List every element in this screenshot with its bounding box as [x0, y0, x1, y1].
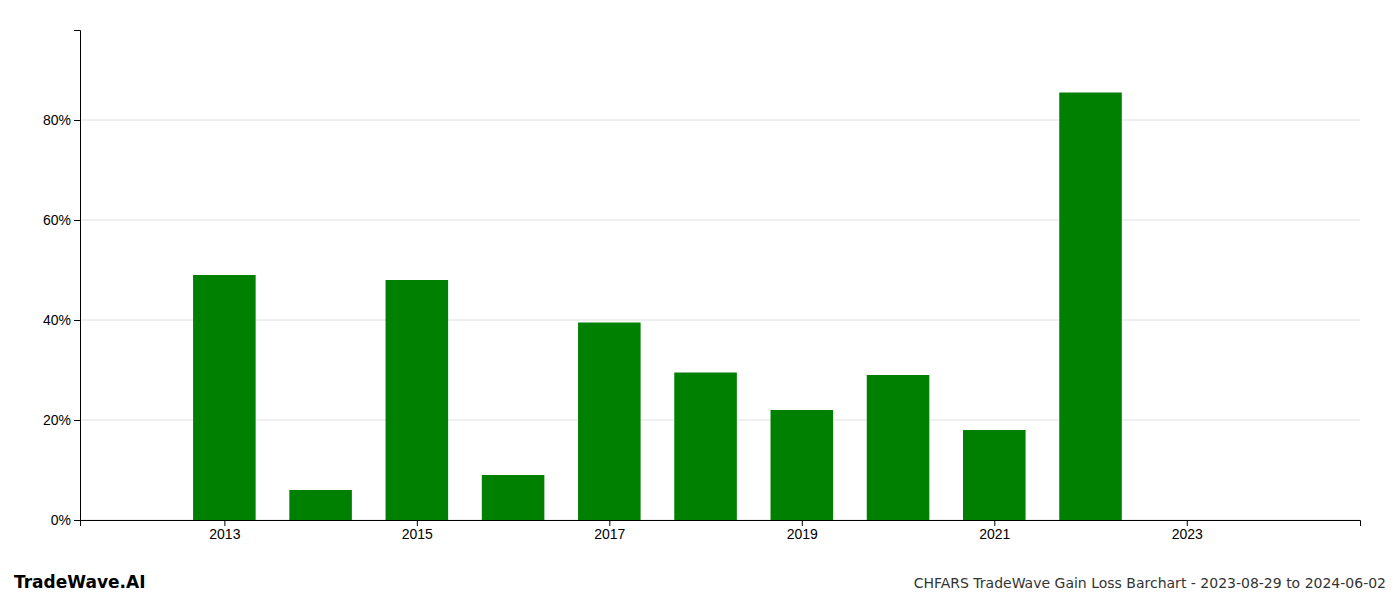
bar	[771, 410, 834, 520]
plot-area: 2013 2015 2017 2019 2021 2023 0% 20% 40% 60% 80%	[43, 31, 1361, 542]
bar	[1059, 93, 1122, 521]
bar	[289, 490, 352, 520]
y-tick: 80%	[43, 112, 80, 128]
x-tick-label: 2015	[402, 526, 433, 542]
y-tick-label: 60%	[43, 212, 71, 228]
bar	[867, 375, 930, 520]
y-axis: 0% 20% 40% 60% 80%	[43, 31, 81, 528]
y-tick-label: 20%	[43, 412, 71, 428]
x-tick-label: 2021	[979, 526, 1010, 542]
y-axis-line	[74, 31, 81, 521]
grid	[80, 120, 1360, 520]
x-axis-line	[81, 521, 1361, 527]
x-axis: 2013 2015 2017 2019 2021 2023	[81, 520, 1361, 542]
x-tick: 2015	[402, 520, 433, 542]
y-tick: 0%	[51, 512, 80, 528]
grid-line	[80, 220, 1360, 221]
y-tick: 40%	[43, 312, 80, 328]
bar	[578, 323, 641, 521]
bar	[674, 373, 737, 521]
x-tick: 2023	[1172, 520, 1203, 542]
bar	[963, 430, 1026, 520]
x-tick-label: 2019	[787, 526, 818, 542]
y-tick-label: 80%	[43, 112, 71, 128]
y-tick-label: 0%	[51, 512, 71, 528]
chart-svg: 2013 2015 2017 2019 2021 2023 0% 20% 40% 60% 80% Tr…	[0, 0, 1400, 600]
watermark: TradeWave.AI	[14, 572, 145, 592]
y-tick-label: 40%	[43, 312, 71, 328]
bar	[386, 280, 449, 520]
y-tick-mark	[74, 520, 80, 521]
x-tick: 2021	[979, 520, 1010, 542]
y-tick-mark	[74, 120, 80, 121]
x-tick-label: 2023	[1172, 526, 1203, 542]
title: CHFARS TradeWave Gain Loss Barchart - 20…	[914, 575, 1386, 591]
bar	[482, 475, 545, 520]
x-tick-label: 2017	[594, 526, 625, 542]
x-tick-label: 2013	[209, 526, 240, 542]
y-tick-mark	[74, 420, 80, 421]
y-tick-mark	[74, 320, 80, 321]
bars	[193, 93, 1122, 521]
bar	[193, 275, 256, 520]
grid-line	[80, 320, 1360, 321]
x-tick: 2013	[209, 520, 240, 542]
y-tick: 60%	[43, 212, 80, 228]
x-tick: 2019	[787, 520, 818, 542]
x-tick: 2017	[594, 520, 625, 542]
y-tick: 20%	[43, 412, 80, 428]
grid-line	[80, 120, 1360, 121]
y-tick-mark	[74, 220, 80, 221]
